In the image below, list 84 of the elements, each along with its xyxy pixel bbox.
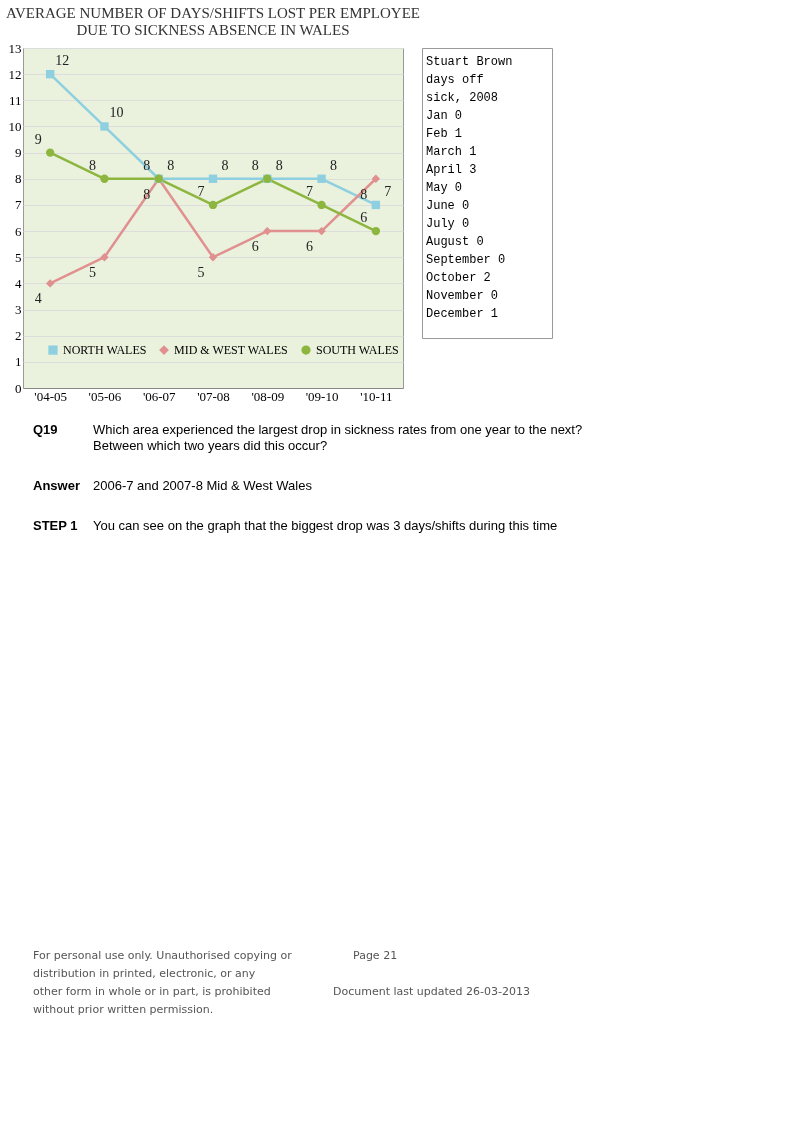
text: 2006-7 and 2007-8 Mid & West Wales	[93, 478, 313, 493]
point	[317, 174, 326, 183]
data-label: 8	[167, 157, 175, 173]
text: Jan 0	[426, 109, 463, 123]
text: August 0	[426, 235, 484, 249]
text: April 3	[426, 163, 477, 177]
text: Stuart Brown days off sick, 2008	[426, 55, 513, 105]
x-tick-label: '06-07	[142, 388, 177, 404]
y-tick-label: 13	[8, 40, 22, 56]
x-tick-label: '07-08	[197, 388, 230, 404]
point	[371, 226, 381, 236]
data-label: 8	[360, 186, 368, 202]
y-tick-label: 10	[8, 118, 22, 134]
text: September 0	[426, 253, 506, 267]
data-label: 7	[384, 183, 392, 199]
y-tick-label: 2	[15, 328, 22, 344]
y-tick-label: 12	[8, 66, 22, 82]
data-label: 9	[34, 131, 42, 147]
data-label: 7	[306, 183, 314, 199]
text: May 0	[426, 181, 463, 195]
text: Which area experienced the largest drop in sickness rates from one year to the next? Between which two years did this occur?	[93, 422, 583, 453]
y-tick-label: 4	[15, 275, 22, 291]
y-tick-label: 5	[15, 249, 22, 265]
data-label: 8	[330, 157, 338, 173]
text: Feb 1	[426, 127, 463, 141]
x-tick-label: '10-11	[360, 388, 393, 404]
y-tick-label: 6	[15, 223, 22, 239]
text: July 0	[426, 217, 470, 231]
y-tick-label: 3	[15, 302, 22, 318]
y-tick-label: 8	[15, 171, 22, 187]
point	[317, 226, 326, 236]
y-tick-label: 7	[15, 197, 22, 213]
y-tick-label: 1	[15, 354, 22, 370]
data-label: 12	[55, 53, 70, 69]
y-tick-label: 0	[15, 380, 22, 396]
data-label: 8	[143, 186, 151, 202]
point	[371, 200, 381, 210]
legend-label: MID & WEST WALES	[174, 343, 288, 358]
data-label: 8	[251, 157, 259, 173]
x-tick-label: '05-06	[88, 388, 122, 404]
data-label: 7	[197, 183, 205, 199]
text: November 0	[426, 289, 499, 303]
data-label: 8	[275, 157, 283, 173]
point	[100, 253, 109, 262]
x-tick-label: '08-09	[251, 388, 285, 404]
chart-title: AVERAGE NUMBER OF DAYS/SHIFTS LOST PER EMPLOYEE DUE TO SICKNESS ABSENCE IN WALES	[6, 5, 420, 38]
text: Answer	[33, 478, 80, 493]
point	[263, 226, 272, 236]
text: October 2	[426, 271, 491, 285]
point	[45, 148, 55, 157]
text: Page 21	[353, 949, 398, 962]
text: June 0	[426, 199, 470, 213]
point	[100, 122, 109, 131]
data-label: 6	[306, 239, 314, 255]
data-label: 8	[221, 157, 229, 173]
text: March 1	[426, 145, 477, 159]
text: Q19	[33, 422, 58, 437]
data-label: 5	[197, 265, 205, 281]
data-label: 8	[143, 157, 151, 173]
point	[208, 253, 218, 262]
data-label: 5	[88, 265, 96, 281]
point	[100, 174, 109, 183]
legend-label: NORTH WALES	[63, 343, 147, 358]
point	[317, 200, 326, 210]
point	[45, 69, 55, 79]
point	[371, 174, 381, 183]
y-tick-label: 9	[15, 145, 22, 161]
text: You can see on the graph that the biggest drop was 3 days/shifts during this time	[93, 518, 558, 533]
x-tick-label: '09-10	[305, 388, 339, 404]
data-label: 4	[34, 291, 42, 307]
text: December 1	[426, 307, 499, 321]
point	[208, 174, 218, 183]
point	[45, 279, 55, 288]
data-label: 8	[88, 157, 96, 173]
point	[208, 200, 218, 210]
data-label: 10	[109, 105, 124, 121]
text: For personal use only. Unauthorised copying or distribution in printed, electronic, or any other form in whole or in part, is prohibited without prior written permission.	[33, 949, 293, 1016]
text: Document last updated 26-03-2013	[333, 985, 530, 998]
x-tick-label: '04-05	[34, 388, 67, 404]
data-label: 6	[360, 210, 368, 226]
text: STEP 1	[33, 518, 78, 533]
y-tick-label: 11	[8, 92, 22, 108]
legend-label: SOUTH WALES	[316, 343, 399, 358]
data-label: 6	[251, 239, 259, 255]
